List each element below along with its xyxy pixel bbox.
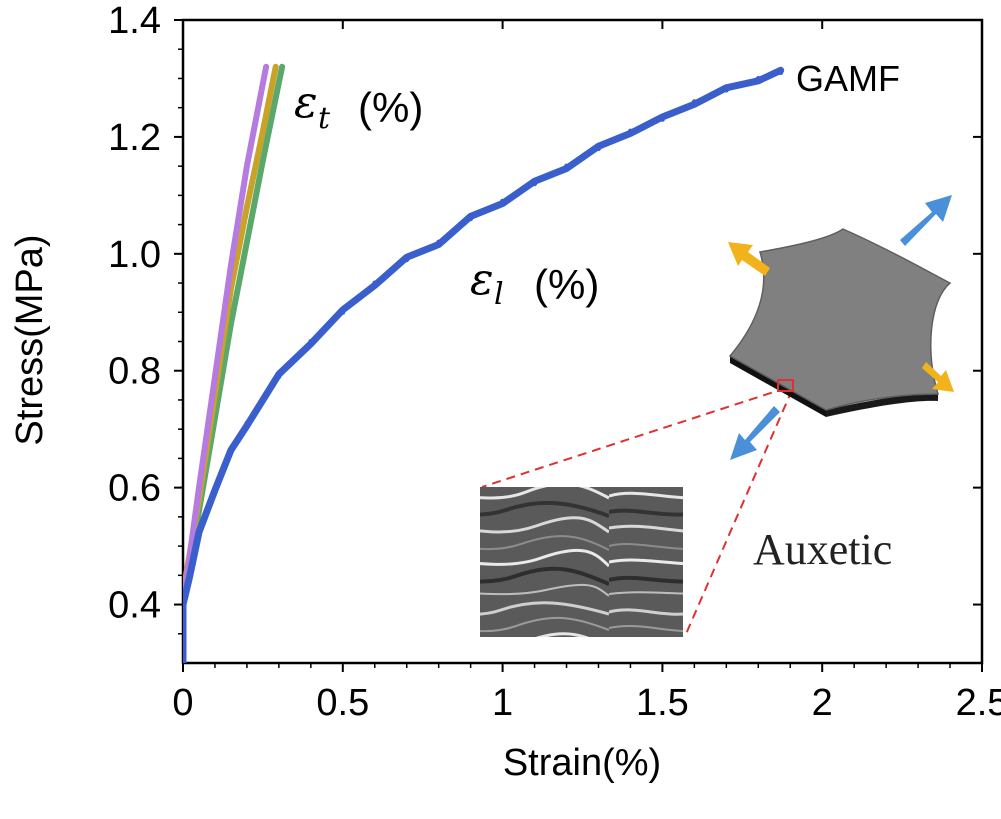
epsilon-l-unit: (%) — [534, 261, 599, 308]
series-0-point — [468, 216, 474, 222]
zoom-dashed-line-upper — [481, 387, 787, 488]
series-0-point — [691, 99, 697, 105]
y-tick-label: 0.6 — [108, 468, 161, 510]
series-0-point — [372, 280, 378, 286]
series-0-point — [340, 309, 346, 315]
epsilon-l-symbol: ε — [470, 254, 494, 305]
y-tick-label: 1.4 — [108, 0, 161, 42]
series-1-point — [228, 263, 234, 268]
sheet-side — [826, 393, 938, 417]
arrow-orange-lower-right-icon — [922, 362, 954, 392]
series-0-point — [564, 163, 569, 169]
auxetic-label: Auxetic — [753, 525, 892, 574]
series-0-point — [778, 70, 784, 76]
series-3-point — [260, 157, 266, 163]
epsilon-t-symbol: ε — [294, 77, 318, 128]
epsilon-l-label: ε l (%) — [470, 254, 599, 312]
y-tick-label: 0.8 — [108, 351, 161, 393]
series-0-point — [436, 239, 442, 245]
auxetic-sheet — [728, 228, 952, 417]
x-tick-label: 2.5 — [956, 682, 1001, 724]
epsilon-t-unit: (%) — [358, 84, 423, 131]
series-3-point — [279, 64, 285, 70]
series-0-point — [228, 450, 234, 456]
series-0-point — [404, 257, 410, 263]
series-0-point — [596, 146, 601, 152]
sheet-top — [728, 228, 952, 411]
series-line-0 — [183, 66, 785, 663]
x-tick-label: 0 — [172, 682, 193, 724]
x-tick-label: 0.5 — [316, 682, 369, 724]
y-tick-label: 0.4 — [108, 585, 161, 627]
series-3-point — [244, 239, 250, 245]
x-tick-label: 1.5 — [636, 682, 689, 724]
series-1-point — [196, 485, 202, 491]
y-tick-label: 1.0 — [108, 234, 161, 276]
series-0-point — [196, 531, 202, 537]
series-3-point — [228, 321, 234, 327]
series-1-point — [212, 374, 218, 380]
sheet-callout-box — [777, 379, 794, 392]
series-0-point — [723, 87, 729, 93]
sem-micrograph-image — [480, 487, 683, 637]
epsilon-t-label: ε t (%) — [294, 77, 423, 136]
arrow-blue-lower-left-icon — [730, 406, 780, 460]
series-0-point — [276, 374, 282, 380]
series-2-point — [273, 64, 279, 70]
x-tick-label: 1 — [492, 682, 513, 724]
gamf-label: GAMF — [796, 58, 900, 99]
arrow-orange-upper-left-icon — [728, 242, 770, 276]
y-axis-title: Stress(MPa) — [9, 234, 51, 445]
series-layer — [183, 63, 785, 663]
arrow-blue-upper-right-icon — [900, 195, 952, 246]
series-0-point — [212, 485, 218, 491]
x-axis-title: Strain(%) — [503, 742, 661, 784]
epsilon-t-subscript: t — [318, 101, 331, 136]
series-2-point — [260, 128, 266, 134]
series-0-point — [186, 572, 192, 578]
auxetic-inset — [480, 195, 954, 637]
series-0-point — [755, 76, 761, 81]
series-0-point — [532, 181, 538, 187]
series-line-3 — [183, 63, 286, 663]
epsilon-l-subscript: l — [494, 277, 504, 312]
series-0-point — [244, 420, 250, 426]
series-2-point — [244, 204, 250, 210]
series-1-point — [263, 64, 269, 70]
axes: 0 0.5 1 1.5 2 2.5 0.4 0.6 0.8 1.0 1.2 1.4 — [108, 0, 1001, 724]
series-0-point — [500, 198, 506, 204]
series-0-point — [627, 128, 633, 134]
zoom-dashed-line-lower — [685, 389, 793, 635]
series-0-point — [659, 116, 665, 122]
y-tick-label: 1.2 — [108, 117, 161, 159]
series-0-point — [308, 339, 314, 344]
x-tick-label: 2 — [812, 682, 833, 724]
series-1-point — [244, 163, 250, 169]
series-0-point — [183, 602, 186, 607]
